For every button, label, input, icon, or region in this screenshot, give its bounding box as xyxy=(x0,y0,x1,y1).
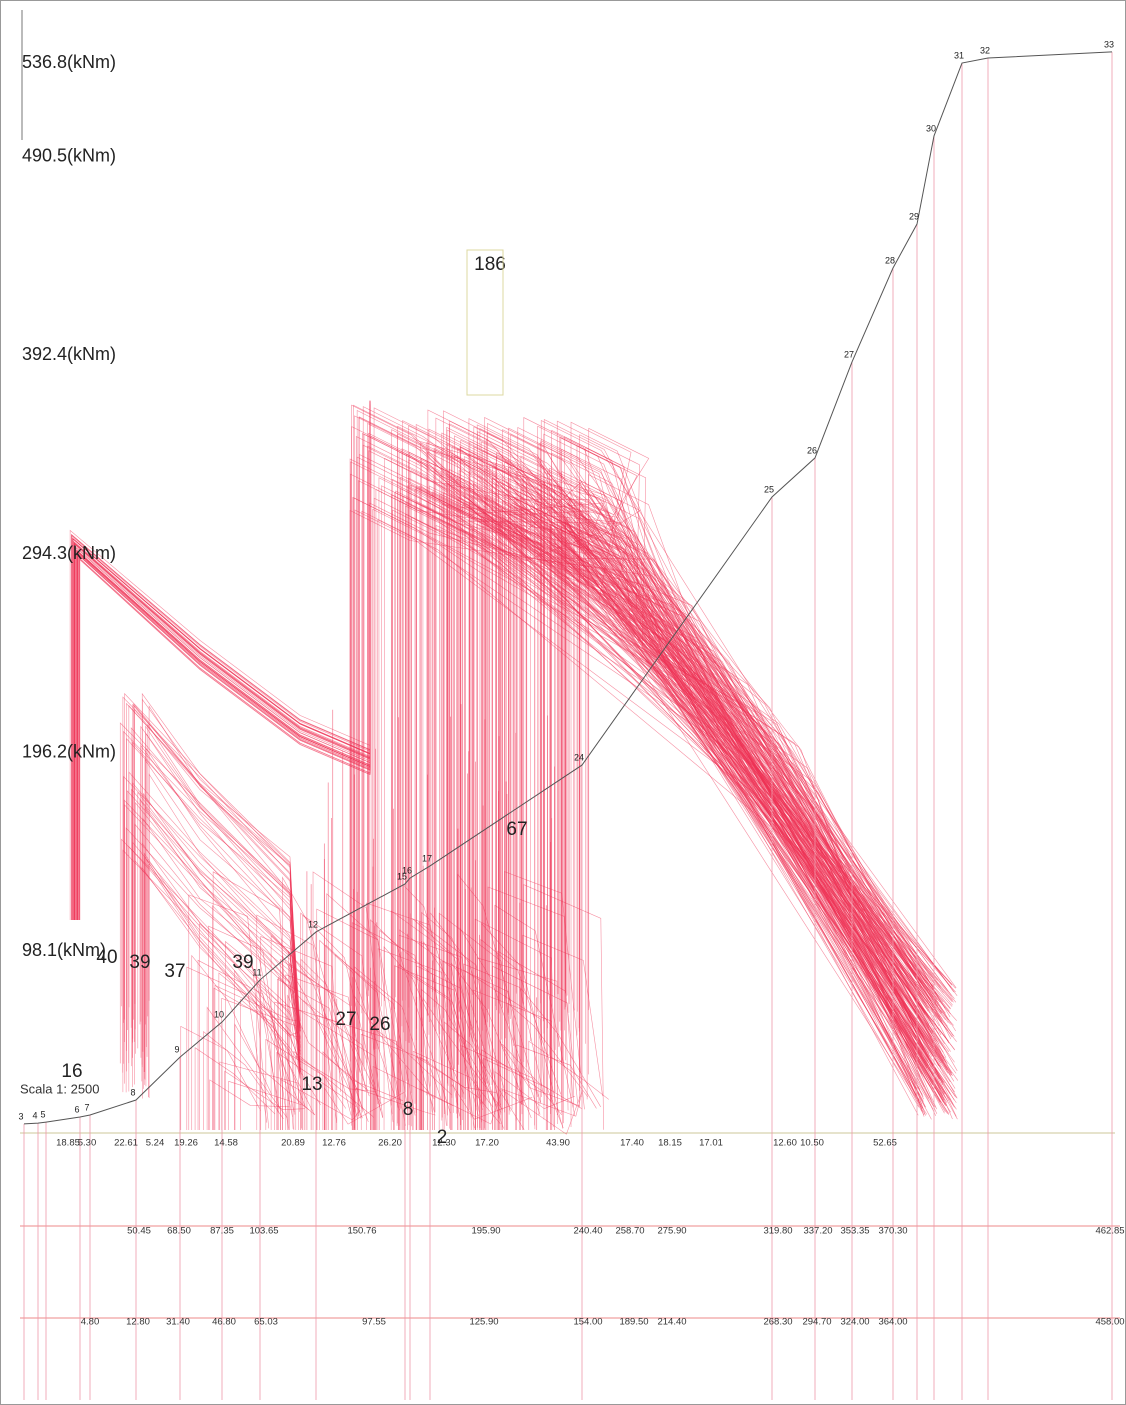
station-label: 189.50 xyxy=(619,1317,648,1328)
station-label: 65.03 xyxy=(254,1317,278,1328)
point-label: 10 xyxy=(214,1009,224,1019)
station-label: 14.58 xyxy=(214,1138,238,1149)
station-label: 364.00 xyxy=(878,1317,907,1328)
station-label: 18.85 xyxy=(56,1138,80,1149)
station-label: 240.40 xyxy=(573,1226,602,1237)
station-label: 214.40 xyxy=(657,1317,686,1328)
annotation: 8 xyxy=(403,1099,414,1120)
frame xyxy=(1,1,1126,1405)
station-label: 19.26 xyxy=(174,1138,198,1149)
point-label: 25 xyxy=(764,484,774,494)
station-label: 87.35 xyxy=(210,1226,234,1237)
station-label: 26.20 xyxy=(378,1138,402,1149)
y-tick-label: 196.2(kNm) xyxy=(22,741,116,761)
station-label: 31.40 xyxy=(166,1317,190,1328)
point-label: 8 xyxy=(130,1087,135,1097)
station-label: 268.30 xyxy=(763,1317,792,1328)
station-label: 17.01 xyxy=(699,1138,723,1149)
station-label: 12.60 xyxy=(773,1138,797,1149)
station-label: 150.76 xyxy=(347,1226,376,1237)
station-label: 103.65 xyxy=(249,1226,278,1237)
y-tick-label: 536.8(kNm) xyxy=(22,52,116,72)
point-label: 17 xyxy=(422,853,432,863)
point-label: 26 xyxy=(807,445,817,455)
annotation: 13 xyxy=(301,1074,322,1095)
station-label: 12.76 xyxy=(322,1138,346,1149)
annotation: 26 xyxy=(369,1014,390,1035)
point-label: 6 xyxy=(74,1104,79,1114)
point-label: 3 xyxy=(18,1111,23,1121)
annotation: 27 xyxy=(335,1009,356,1030)
point-label: 27 xyxy=(844,349,854,359)
station-label: 154.00 xyxy=(573,1317,602,1328)
station-label: 5.30 xyxy=(78,1138,97,1149)
point-label: 31 xyxy=(954,50,964,60)
station-label: 50.45 xyxy=(127,1226,151,1237)
station-label: 275.90 xyxy=(657,1226,686,1237)
point-label: 12 xyxy=(308,919,318,929)
station-label: 43.90 xyxy=(546,1138,570,1149)
station-label: 68.50 xyxy=(167,1226,191,1237)
annotation: 186 xyxy=(474,254,506,275)
station-label: 337.20 xyxy=(803,1226,832,1237)
station-label: 258.70 xyxy=(615,1226,644,1237)
scale-note: Scala 1: 2500 xyxy=(20,1081,100,1096)
station-label: 4.80 xyxy=(81,1317,100,1328)
station-label: 12.80 xyxy=(126,1317,150,1328)
y-tick-label: 392.4(kNm) xyxy=(22,344,116,364)
annotation: 37 xyxy=(164,961,185,982)
annotation: 67 xyxy=(506,819,527,840)
station-label: 12.30 xyxy=(432,1138,456,1149)
point-label: 30 xyxy=(926,123,936,133)
point-label: 32 xyxy=(980,45,990,55)
point-label: 7 xyxy=(84,1102,89,1112)
point-label: 24 xyxy=(574,752,584,762)
station-label: 324.00 xyxy=(840,1317,869,1328)
station-label: 353.35 xyxy=(840,1226,869,1237)
y-tick-label: 294.3(kNm) xyxy=(22,543,116,563)
point-label: 5 xyxy=(40,1109,45,1119)
page: Scala 1: 2500 98.1(kNm) 196.2(kNm) 294.3(k… xyxy=(0,0,1126,1405)
station-label: 18.15 xyxy=(658,1138,682,1149)
point-label: 9 xyxy=(174,1044,179,1054)
station-label: 22.61 xyxy=(114,1138,138,1149)
y-tick-label: 98.1(kNm) xyxy=(22,940,106,960)
station-label: 52.65 xyxy=(873,1138,897,1149)
station-label: 10.50 xyxy=(800,1138,824,1149)
moment-diagram: Scala 1: 2500 98.1(kNm) 196.2(kNm) 294.3(k… xyxy=(0,0,1126,1405)
point-label: 16 xyxy=(402,865,412,875)
station-label: 458.00 xyxy=(1095,1317,1124,1328)
annotation: 39 xyxy=(232,952,253,973)
y-tick-label: 490.5(kNm) xyxy=(22,146,116,166)
station-label: 370.30 xyxy=(878,1226,907,1237)
station-label: 46.80 xyxy=(212,1317,236,1328)
station-label: 17.40 xyxy=(620,1138,644,1149)
point-label: 4 xyxy=(32,1110,37,1120)
point-label: 33 xyxy=(1104,39,1114,49)
point-label: 28 xyxy=(885,255,895,265)
annotation: 39 xyxy=(129,952,150,973)
station-label: 319.80 xyxy=(763,1226,792,1237)
station-label: 462.85 xyxy=(1095,1226,1124,1237)
point-label: 11 xyxy=(252,967,261,977)
station-label: 20.89 xyxy=(281,1138,305,1149)
station-label: 97.55 xyxy=(362,1317,386,1328)
annotation: 16 xyxy=(61,1061,82,1082)
station-label: 5.24 xyxy=(146,1138,165,1149)
station-label: 125.90 xyxy=(469,1317,498,1328)
station-label: 17.20 xyxy=(475,1138,499,1149)
annotation: 40 xyxy=(96,947,117,968)
station-label: 195.90 xyxy=(471,1226,500,1237)
station-label: 294.70 xyxy=(802,1317,831,1328)
point-label: 29 xyxy=(909,211,919,221)
